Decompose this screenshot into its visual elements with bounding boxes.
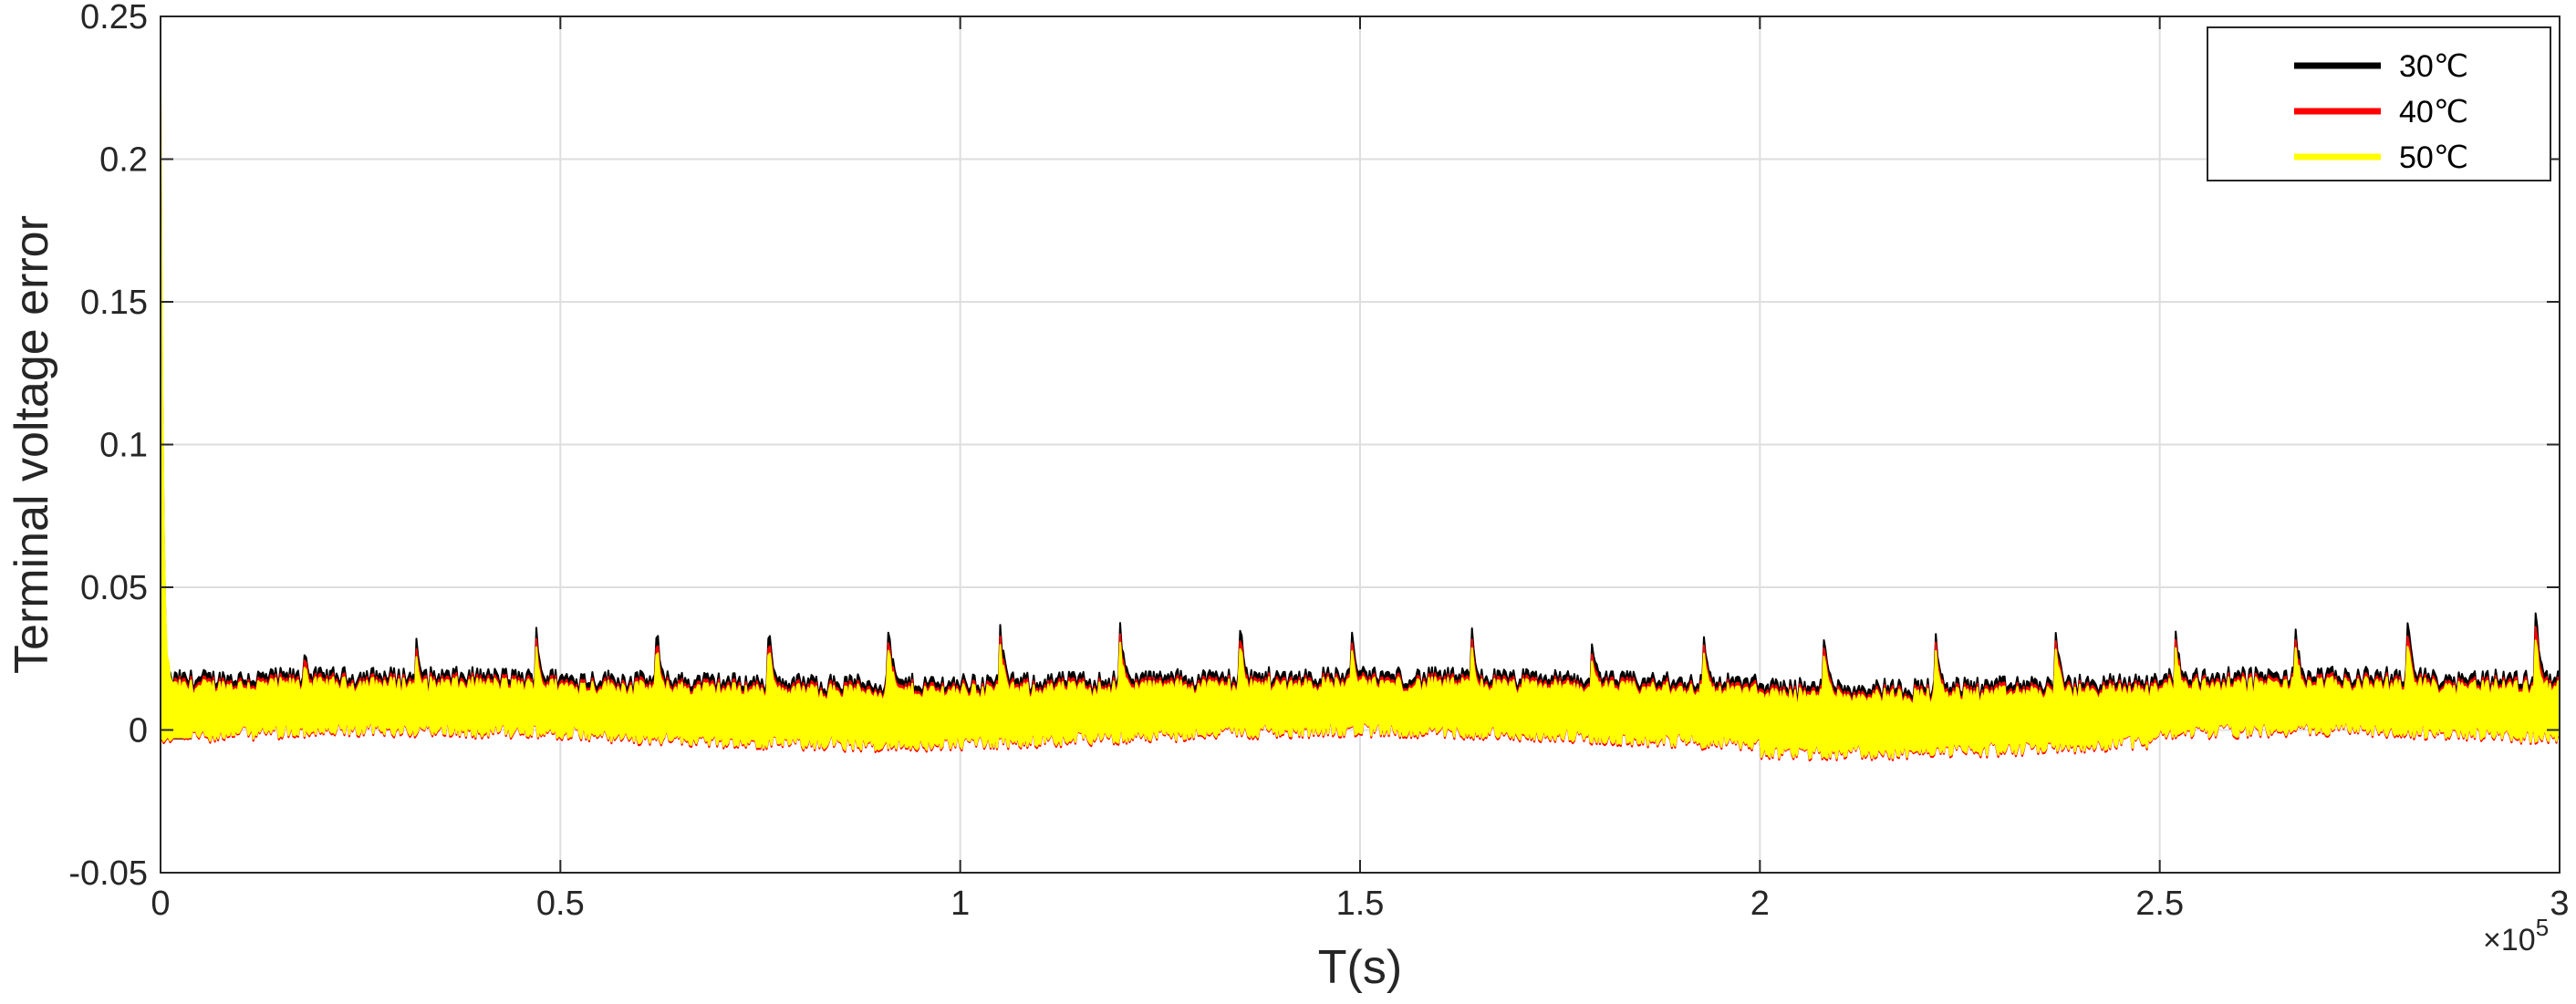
y-tick-label: 0.15 [80, 284, 148, 322]
y-tick-label: -0.05 [68, 854, 148, 893]
x-tick-label: 1 [950, 885, 970, 923]
x-axis-exponent-base: ×10 [2483, 923, 2536, 957]
x-axis-exponent: ×105 [2483, 914, 2549, 957]
x-tick-label: 0 [151, 885, 170, 923]
x-tick-label: 3 [2550, 885, 2569, 923]
x-axis-label: T(s) [1318, 941, 1402, 994]
ticks [160, 16, 2560, 874]
y-tick-label: 0 [129, 712, 148, 750]
x-tick-label: 2.5 [2135, 885, 2184, 923]
y-tick-label: 0.2 [99, 141, 148, 180]
x-tick-label: 2 [1750, 885, 1770, 923]
legend-label: 30℃ [2399, 49, 2468, 84]
legend-label: 50℃ [2399, 140, 2468, 175]
y-tick-label: 0.05 [80, 569, 148, 607]
legend: 30℃ 40℃ 50℃ [2207, 26, 2551, 181]
legend-items: 30℃ 40℃ 50℃ [2294, 49, 2468, 175]
legend-label: 40℃ [2399, 95, 2468, 129]
y-axis-label: Terminal voltage error [5, 215, 58, 674]
y-tick-label: 0.25 [80, 0, 148, 36]
x-tick-label: 1.5 [1336, 885, 1385, 923]
y-tick-label: 0.1 [99, 427, 148, 465]
x-tick-label: 0.5 [536, 885, 585, 923]
x-axis-exponent-power: 5 [2536, 914, 2549, 941]
